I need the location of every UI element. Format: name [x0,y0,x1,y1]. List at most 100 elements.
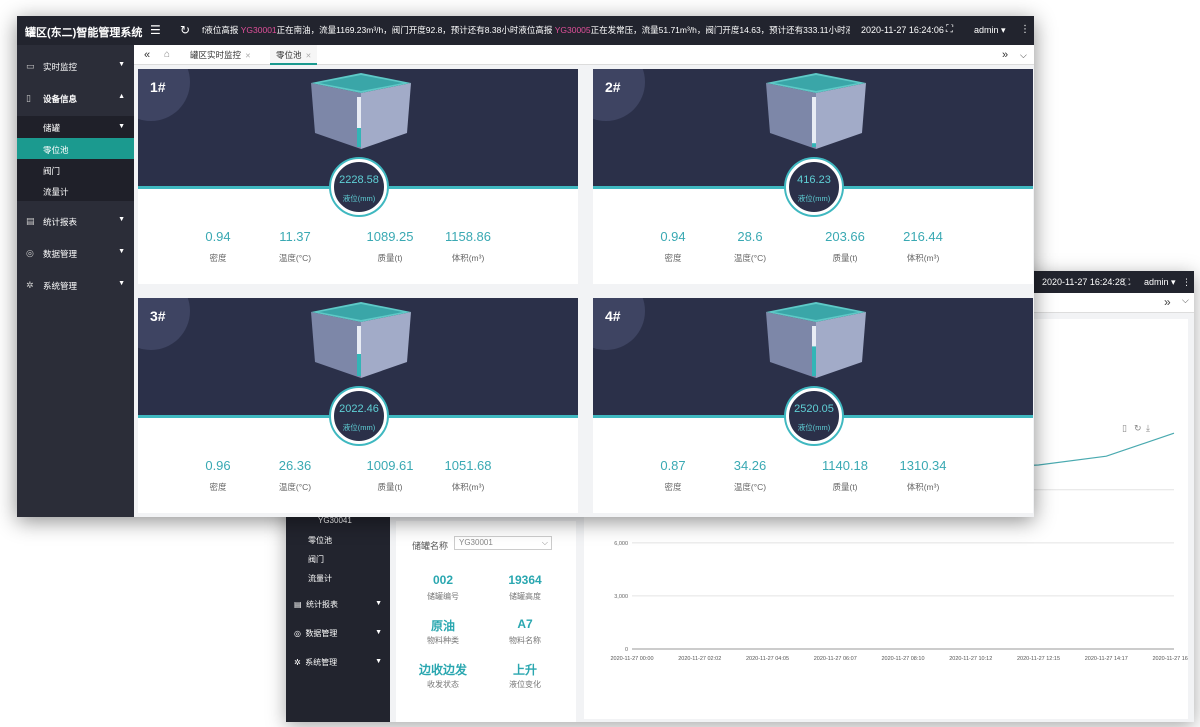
stat-value: 11.37 [279,229,311,244]
back-sidebar-item-1[interactable]: ◎ 数据管理 [294,629,338,638]
close-icon: ✕ [245,53,251,60]
x-tick-label: 2020-11-27 14:17 [1085,656,1128,662]
stat-1: 26.36 温度(°C) [250,458,340,493]
stat-label: 温度(°C) [278,253,312,263]
stat-3: 1310.34 体积(m³) [878,458,968,493]
stat-value: 26.36 [278,458,312,473]
tank-info-panel: 储罐名称 YG30001 ⌵ 002 储罐编号 19364 储罐高度 原油 物料… [396,521,576,722]
x-tick-label: 2020-11-27 06:07 [814,656,857,662]
sidebar-item-device[interactable]: ▯ 设备信息 ▲ [26,93,125,104]
info-label-3: 物料名称 [509,636,541,645]
back-more-icon[interactable]: ⋮ [1182,277,1191,287]
refresh-icon[interactable]: ↻ [180,23,191,37]
x-tick-label: 2020-11-27 04:05 [746,656,789,662]
back-sidebar-item-2[interactable]: ✲ 系统管理 [294,658,338,667]
level-fill [812,346,816,376]
tank-illustration-icon [766,302,866,378]
sidebar-item-realtime[interactable]: ▭ 实时监控 ▼ [26,61,125,72]
tabs-forward-icon[interactable]: » [1002,49,1009,61]
stat-label: 密度 [209,482,227,492]
x-tick-label: 2020-11-27 10:12 [949,656,992,662]
chevron-down-icon: ▼ [375,629,382,636]
back-sidebar-sub-1[interactable]: 阀门 [308,555,324,564]
tank-select[interactable]: YG30001 ⌵ [454,536,552,550]
level-gauge: 2228.58 液位(mm) [331,159,387,215]
card-number: 2# [605,79,621,95]
stat-label: 密度 [664,253,682,263]
x-tick-label: 2020-11-27 02:02 [678,656,721,662]
stat-label: 密度 [664,482,682,492]
fullscreen-icon[interactable]: ⛶ [946,24,953,35]
back-fullscreen-icon[interactable]: ⛶ [1124,277,1131,287]
stat-value: 0.94 [660,229,686,244]
clock: 2020-11-27 16:24:06 [861,25,944,35]
back-sidebar-tank[interactable]: YG30041 [318,516,352,525]
level-unit: 液位(mm) [342,194,376,203]
sidebar-sub-tank[interactable]: 储罐 ▼ [17,116,134,138]
stat-label: 质量(t) [377,253,403,263]
card-number: 1# [150,79,166,95]
stat-label: 体积(m³) [451,253,485,263]
sidebar-sub-zero-pool[interactable]: 零位池 [17,138,134,159]
stat-label: 密度 [209,253,227,263]
home-icon[interactable]: ⌂ [164,49,171,60]
more-icon[interactable]: ⋮ [1020,24,1030,35]
stat-1: 11.37 温度(°C) [250,229,340,264]
sidebar-item-reports[interactable]: ▤ 统计报表 ▼ [26,216,125,227]
card-number: 3# [150,308,166,324]
level-fill [812,143,816,147]
level-unit: 液位(mm) [797,194,831,203]
y-tick-label: 3,000 [614,594,628,600]
tank-illustration-icon [311,73,411,149]
stat-label: 温度(°C) [278,482,312,492]
stat-0: 0.96 密度 [173,458,263,493]
level-value: 2228.58 [339,174,379,186]
download-icon[interactable]: ⤓ [1146,423,1150,433]
level-value: 2520.05 [794,403,834,415]
sidebar-sub-valve[interactable]: 阀门 [17,159,134,180]
level-value: 416.23 [797,174,831,186]
sidebar-sub-flowmeter[interactable]: 流量计 [17,180,134,201]
stat-value: 1051.68 [444,458,492,473]
back-sidebar-item-0[interactable]: ▤ 统计报表 [294,600,339,609]
tabs-back-icon[interactable]: « [144,49,151,61]
chevron-down-icon: ▼ [118,123,125,130]
chevron-down-icon: ▼ [118,280,125,287]
stat-0: 0.87 密度 [628,458,718,493]
info-label-4: 收发状态 [427,680,459,689]
stat-value: 34.26 [733,458,767,473]
tab-zero-pool[interactable]: 零位池 ✕ [270,45,318,65]
sidebar-item-data[interactable]: ◎ 数据管理 ▼ [26,248,125,259]
tank-card[interactable]: 2# 416.23 液位(mm) 0.94 密度 28.6 温度(°C) 203.66 质量(t… [593,69,1033,284]
back-tabs-dropdown-icon[interactable]: ⌵ [1182,295,1189,305]
user-menu[interactable]: admin ▾ [974,25,1006,35]
menu-toggle-icon[interactable]: ☰ [150,23,161,37]
stat-2: 1009.61 质量(t) [345,458,435,493]
tank-illustration-icon [766,73,866,149]
sidebar-item-system[interactable]: ✲ 系统管理 ▼ [26,280,125,291]
alarm-tank-id: YG30001 [240,25,277,35]
document-icon[interactable]: ▯ [1122,423,1127,433]
tank-illustration-icon [311,302,411,378]
stat-0: 0.94 密度 [628,229,718,264]
chevron-down-icon: ▼ [118,61,125,68]
back-sidebar-sub-2[interactable]: 流量计 [308,574,332,583]
info-value-3: A7 [517,617,533,631]
level-fill [357,354,361,376]
back-sidebar-sub-0[interactable]: 零位池 [308,536,332,545]
tank-card[interactable]: 1# 2228.58 液位(mm) 0.94 密度 11.37 温度(°C) 1089.25 质… [138,69,578,284]
stat-label: 质量(t) [377,482,403,492]
tabs-dropdown-icon[interactable]: ⌵ [1020,50,1027,60]
info-value-5: 上升 [512,663,537,677]
tank-card[interactable]: 3# 2022.46 液位(mm) 0.96 密度 26.36 温度(°C) 1009.61 质… [138,298,578,513]
x-tick-label: 2020-11-27 08:10 [881,656,924,662]
tab-realtime-monitor[interactable]: 罐区实时监控 ✕ [190,50,251,60]
back-user-menu[interactable]: admin ▾ [1144,277,1176,287]
level-gauge: 2520.05 液位(mm) [786,388,842,444]
tank-card[interactable]: 4# 2520.05 液位(mm) 0.87 密度 34.26 温度(°C) 1140.18 质… [593,298,1033,513]
stat-label: 体积(m³) [451,482,485,492]
back-tabs-forward-icon[interactable]: » [1164,295,1171,309]
info-value-2: 原油 [430,619,455,633]
stat-value: 216.44 [903,229,943,244]
refresh-icon[interactable]: ↻ [1134,423,1142,433]
